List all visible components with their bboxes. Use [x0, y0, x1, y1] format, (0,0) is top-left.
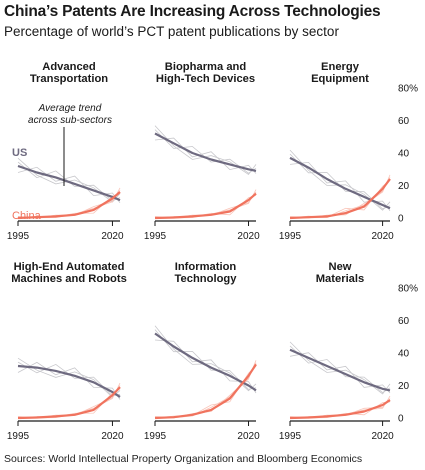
subsector-line-us: [289, 345, 391, 394]
y-tick-label: 40: [398, 349, 410, 360]
subsector-line-china: [154, 360, 257, 419]
panel-title-line: Materials: [316, 273, 365, 285]
x-tick-label: 2020: [237, 231, 260, 242]
x-tick-label: 1995: [7, 431, 30, 442]
panel-title-line: Energy: [321, 61, 360, 73]
series-line-us: [154, 332, 257, 392]
x-tick-label: 1995: [144, 231, 167, 242]
series-label-us: US: [12, 147, 27, 159]
x-tick-label: 1995: [7, 231, 30, 242]
y-tick-label: 0: [398, 414, 404, 425]
source-note: Sources: World Intellectual Property Org…: [4, 453, 363, 465]
x-tick-label: 2020: [371, 431, 394, 442]
subsector-line-us: [154, 325, 257, 392]
series-line-china: [289, 399, 391, 420]
subsector-line-us: [154, 129, 257, 174]
annotation-text-line: Average trend: [38, 103, 102, 114]
panel-title-line: Information: [175, 261, 237, 273]
series-line-china: [289, 178, 391, 220]
subsector-line-us: [154, 137, 257, 174]
series-line-china: [17, 191, 121, 220]
panel-title-line: Machines and Robots: [11, 273, 127, 285]
series-line-us: [289, 156, 391, 210]
subsector-line-us: [154, 125, 257, 175]
chart-subtitle: Percentage of world’s PCT patent publica…: [4, 24, 339, 39]
series-line-us: [17, 364, 121, 398]
subsector-line-us: [17, 361, 121, 400]
panel-title-line: High-End Automated: [14, 261, 125, 273]
x-tick-label: 1995: [144, 431, 167, 442]
y-tick-label: 80%: [398, 84, 418, 95]
y-tick-label: 40: [398, 149, 410, 160]
subsector-line-us: [289, 149, 391, 211]
subsector-line-china: [17, 388, 121, 419]
y-tick-label: 20: [398, 381, 410, 392]
x-tick-label: 2020: [101, 431, 124, 442]
subsector-line-us: [154, 339, 257, 394]
panel-title-line: New: [328, 261, 351, 273]
subsector-line-us: [289, 161, 391, 212]
subsector-line-us: [17, 157, 121, 203]
subsector-line-us: [289, 341, 391, 395]
subsector-line-us: [154, 329, 257, 390]
panel-title-line: Advanced: [42, 61, 96, 73]
series-line-us: [289, 348, 391, 392]
panel-title-line: Equipment: [311, 73, 369, 85]
x-tick-label: 2020: [101, 231, 124, 242]
series-line-us: [17, 164, 121, 202]
series-line-us: [154, 132, 257, 172]
chart-title: China’s Patents Are Increasing Across Te…: [4, 3, 381, 20]
series-line-china: [154, 363, 257, 420]
x-tick-label: 2020: [371, 231, 394, 242]
annotation-text-line: across sub-sectors: [28, 115, 112, 126]
series-label-china: China: [12, 210, 42, 222]
y-tick-label: 80%: [398, 284, 418, 295]
y-tick-label: 60: [398, 116, 410, 127]
y-tick-label: 20: [398, 181, 410, 192]
panel-title-line: High-Tech Devices: [156, 73, 255, 85]
series-line-china: [17, 386, 121, 420]
x-tick-label: 1995: [279, 231, 302, 242]
subsector-line-us: [17, 357, 121, 398]
series-line-china: [154, 192, 257, 220]
y-tick-label: 60: [398, 316, 410, 327]
subsector-line-us: [289, 352, 391, 394]
x-tick-label: 2020: [237, 431, 260, 442]
panel-title-line: Technology: [175, 273, 238, 285]
panel-title-line: Transportation: [30, 73, 108, 85]
panel-title-line: Biopharma and: [165, 61, 247, 73]
subsector-line-us: [289, 153, 391, 210]
subsector-line-us: [17, 166, 121, 203]
y-tick-label: 0: [398, 214, 404, 225]
x-tick-label: 1995: [279, 431, 302, 442]
